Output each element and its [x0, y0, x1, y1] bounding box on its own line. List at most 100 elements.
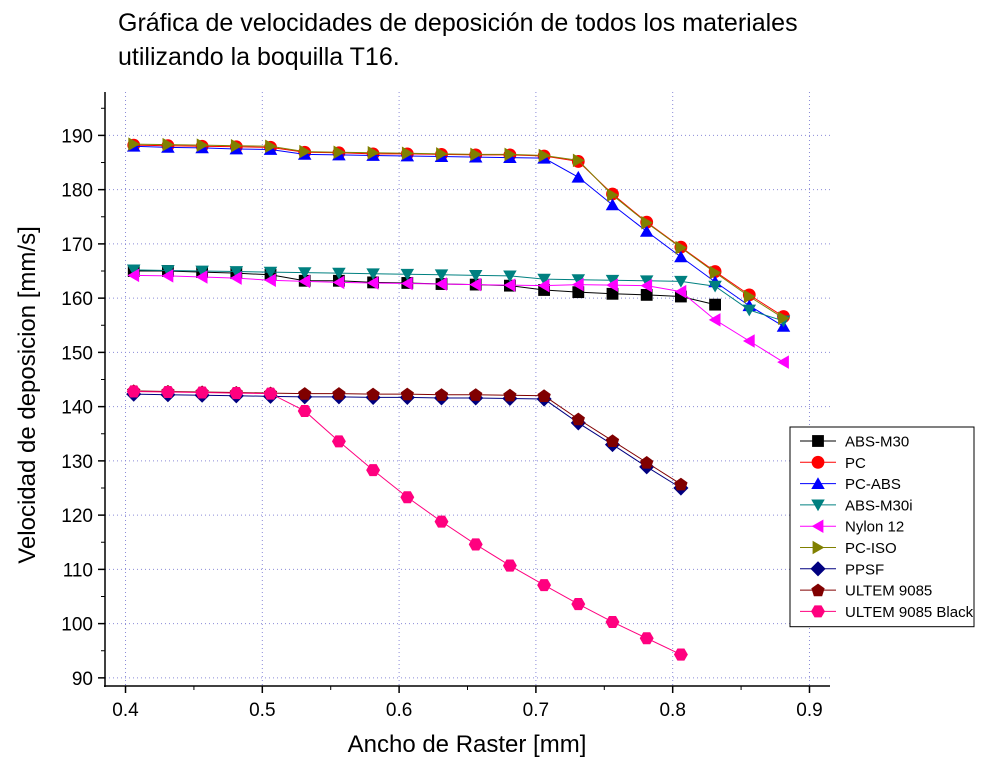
series-line: [133, 270, 716, 306]
legend-label: Nylon 12: [845, 519, 904, 536]
data-point: [502, 559, 517, 572]
data-point: [434, 269, 449, 282]
series-line: [133, 393, 682, 489]
data-point: [127, 268, 140, 283]
data-point: [674, 477, 688, 491]
data-point: [263, 387, 278, 400]
data-point: [537, 278, 550, 293]
data-point: [469, 388, 483, 401]
data-point: [264, 273, 276, 287]
data-point: [230, 138, 243, 153]
data-point: [742, 304, 757, 317]
data-point: [229, 266, 244, 278]
data-point: [605, 434, 620, 447]
chart-title-line-2: utilizando la boquilla T16.: [118, 43, 400, 71]
data-point: [332, 275, 345, 290]
data-point: [537, 389, 551, 402]
data-point: [434, 388, 449, 401]
data-point: [434, 515, 449, 528]
legend-marker: [811, 455, 825, 469]
legend-label: ABS-M30: [845, 434, 909, 451]
legend-marker: [811, 605, 825, 618]
data-point: [639, 632, 654, 645]
y-tick-label: 180: [61, 181, 93, 202]
data-point: [298, 387, 312, 400]
data-point: [299, 144, 312, 159]
legend-label: PC-ABS: [845, 476, 901, 493]
y-axis-label: Velocidad de deposicion [mm/s]: [14, 226, 41, 564]
data-point: [538, 148, 551, 163]
data-point: [605, 198, 620, 211]
legend-label: ULTEM 9085 Black: [845, 604, 974, 621]
legend-item: PC-ISO: [800, 540, 897, 557]
data-point: [743, 289, 756, 304]
legend: ABS-M30 PC PC-ABS ABS-M30i Nylon 12 PC-ISO PPS…: [789, 426, 975, 628]
data-point: [332, 387, 346, 400]
data-point: [366, 276, 379, 290]
data-point: [435, 277, 447, 291]
data-point: [709, 265, 722, 280]
data-point: [639, 225, 654, 237]
data-point: [401, 146, 414, 161]
series-line: [133, 145, 784, 327]
series-layer: [126, 137, 791, 661]
series-nylon-12: [127, 268, 789, 369]
legend-marker: [812, 435, 824, 447]
chart-title: Gráfica de velocidades de deposición de …: [118, 6, 958, 74]
legend-item: PC: [800, 455, 866, 472]
y-tick-label: 160: [61, 289, 93, 310]
data-point: [436, 147, 448, 161]
data-point: [675, 240, 688, 255]
data-point: [128, 137, 141, 151]
data-point: [195, 265, 209, 278]
data-point: [673, 648, 688, 661]
data-point: [468, 538, 483, 551]
data-point: [605, 615, 620, 629]
data-point: [708, 313, 721, 327]
legend-label: PC-ISO: [845, 540, 897, 557]
data-point: [331, 435, 346, 448]
series-ultem-9085-black: [126, 385, 688, 661]
data-point: [297, 267, 312, 279]
data-point: [230, 271, 242, 285]
x-tick-label: 0.4: [112, 700, 139, 721]
data-point: [503, 388, 517, 402]
axes: 90 100 110 120 130 140 150 160 170 180 190 0.4 0.5 0.…: [61, 92, 830, 721]
data-point: [333, 145, 346, 159]
series-pc-iso: [128, 137, 790, 325]
x-axis-label: Ancho de Raster [mm]: [348, 731, 587, 758]
y-tick-label: 110: [63, 560, 93, 581]
data-point: [571, 598, 586, 611]
x-tick-label: 0.9: [796, 700, 822, 721]
grid-lines: [105, 92, 830, 686]
data-point: [640, 456, 654, 469]
data-point: [504, 147, 517, 162]
legend-marker: [812, 540, 825, 555]
data-point: [400, 268, 415, 281]
y-tick-label: 140: [61, 398, 93, 419]
data-point: [332, 267, 346, 280]
data-point: [265, 139, 277, 154]
legend-marker: [811, 499, 825, 512]
data-point: [572, 153, 585, 168]
legend-item: PPSF: [800, 561, 884, 578]
x-tick-label: 0.6: [386, 700, 412, 721]
y-tick-label: 90: [72, 669, 93, 690]
series-abs-m30: [127, 265, 721, 311]
y-tick-label: 130: [61, 452, 93, 473]
data-point: [537, 273, 551, 286]
data-point: [400, 491, 415, 504]
data-point: [777, 355, 789, 369]
series-line: [133, 390, 682, 655]
data-point: [195, 270, 208, 284]
legend-marker: [811, 583, 825, 597]
legend-item: Nylon 12: [800, 519, 904, 536]
data-point: [468, 269, 483, 282]
legend-item: ABS-M30: [800, 434, 909, 451]
data-point: [708, 280, 722, 293]
data-point: [674, 250, 688, 263]
y-tick-label: 170: [61, 235, 93, 256]
data-point: [571, 170, 586, 183]
series-line: [133, 269, 784, 322]
